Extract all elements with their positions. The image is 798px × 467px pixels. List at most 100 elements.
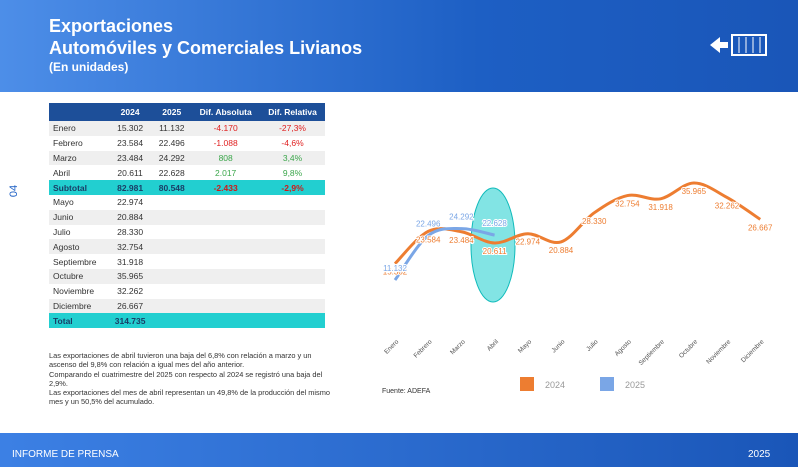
table-cell <box>152 254 191 269</box>
table-cell <box>191 298 261 314</box>
data-label: 32.262 <box>715 201 740 210</box>
table-cell: -2,9% <box>260 180 325 195</box>
table-cell: 80.548 <box>152 180 192 195</box>
data-label: 15.302 <box>383 268 408 277</box>
footer-band <box>0 433 798 467</box>
data-label: 35.965 <box>682 187 707 196</box>
chart: Enero Febrero Marzo Abril Mayo Junio Julio Agos… <box>382 181 774 395</box>
table-cell <box>152 225 191 240</box>
data-label: 22.628 <box>482 219 507 228</box>
legend-swatch <box>520 377 534 391</box>
table-cell: -2.433 <box>191 180 261 195</box>
subtitle: Automóviles y Comerciales Livianos <box>49 38 363 58</box>
data-label: 22.974 <box>516 238 541 247</box>
table-cell <box>260 298 325 314</box>
table-cell: 28.330 <box>117 226 144 237</box>
page-number: 04 <box>8 184 21 198</box>
data-label: 31.918 <box>648 203 673 212</box>
table-cell: 20.611 <box>117 167 143 178</box>
data-label: 22.496 <box>416 220 441 229</box>
legend-label: 2025 <box>625 380 645 390</box>
table-cell <box>152 298 192 314</box>
line-series <box>393 181 762 265</box>
table-row: Abril 20.611 22.628 2.017 9,8% <box>49 165 325 180</box>
table-cell: Agosto <box>49 239 108 255</box>
table-cell <box>191 284 260 299</box>
data-label: 11.132 <box>383 264 407 273</box>
table-cell <box>191 195 260 210</box>
table-cell: Subtotal <box>49 180 108 195</box>
table-cell: 22.974 <box>117 197 144 208</box>
table-cell <box>152 195 191 210</box>
table-cell <box>260 209 325 225</box>
table-cell: Junio <box>49 209 108 225</box>
x-tick-label: Mayo <box>517 338 533 354</box>
unit: (En unidades) <box>49 60 129 74</box>
truck-icon <box>710 34 767 56</box>
table-cell <box>191 268 261 284</box>
table-cell: 3,4% <box>260 150 325 166</box>
table-cell <box>260 254 325 269</box>
x-tick-label: Julio <box>585 338 600 353</box>
x-tick-label: Febrero <box>413 338 434 359</box>
table-row: Febrero 23.584 22.496 -1.088 -4,6% <box>49 136 325 151</box>
table-row: Agosto 32.754 <box>49 239 325 255</box>
data-label: 23.584 <box>416 235 441 244</box>
table-row: Julio 28.330 <box>49 225 325 240</box>
data-label: 26.667 <box>748 223 773 232</box>
data-label: 20.884 <box>549 246 574 255</box>
table-cell: 26.667 <box>107 298 153 314</box>
table-cell: 82.981 <box>107 180 153 195</box>
column-header: 2025 <box>152 103 192 121</box>
x-tick-label: Enero <box>383 338 400 355</box>
column-header: Dif. Absoluta <box>191 103 261 121</box>
table-cell: -27,3% <box>260 121 325 136</box>
table-cell: 314.735 <box>107 313 153 329</box>
table-cell: Noviembre <box>53 286 95 297</box>
data-label: 32.754 <box>615 200 640 209</box>
table-cell: -4,6% <box>281 138 304 149</box>
table-cell: Enero <box>49 121 108 136</box>
legend-swatch <box>600 377 614 391</box>
table-cell <box>191 225 260 240</box>
table-cell: 32.262 <box>117 286 144 297</box>
table-row: Noviembre 32.262 <box>49 284 325 299</box>
note: Comparando el cuatrimestre del 2025 con … <box>49 369 323 388</box>
data-label: 20.611 <box>483 247 507 256</box>
table-cell <box>260 195 325 210</box>
x-tick-label: Noviembre <box>705 338 732 365</box>
table-cell: Febrero <box>53 138 83 149</box>
table-cell: 35.965 <box>107 268 153 284</box>
table-cell: 24.292 <box>152 150 192 166</box>
table-cell <box>152 239 192 255</box>
note: Las exportaciones del mes de abril repre… <box>49 388 331 407</box>
table-cell: 11.132 <box>152 121 192 136</box>
table-cell: -1.088 <box>213 138 238 149</box>
legend-label: 2024 <box>545 380 565 390</box>
table-cell <box>191 209 261 225</box>
table-cell <box>260 239 325 255</box>
header-band <box>0 0 798 92</box>
table-cell <box>191 313 261 329</box>
footer-right: 2025 <box>748 449 771 460</box>
x-tick-label: Octubre <box>678 338 700 360</box>
table-cell <box>260 225 325 240</box>
table-cell: 31.918 <box>117 256 144 267</box>
data-table: 2024 2025 Dif. Absoluta Dif. Relativa Enero 1… <box>49 103 325 329</box>
highlight <box>470 187 516 303</box>
table-cell <box>191 239 261 255</box>
table-cell: 23.484 <box>107 150 153 166</box>
table-cell: Abril <box>53 167 71 178</box>
table-cell: 808 <box>191 150 261 166</box>
table-cell <box>152 268 192 284</box>
table-row: Septiembre 31.918 <box>49 254 325 269</box>
data-label: 23.484 <box>449 236 474 245</box>
source: Fuente: ADEFA <box>382 388 431 395</box>
table-row: Subtotal 82.981 80.548 -2.433 -2,9% <box>49 180 325 195</box>
column-header: Dif. Relativa <box>260 103 325 121</box>
x-tick-label: Diciembre <box>740 338 766 364</box>
footer-left: INFORME DE PRENSA <box>12 449 119 460</box>
table-cell: 32.754 <box>107 239 153 255</box>
table-cell <box>260 284 325 299</box>
